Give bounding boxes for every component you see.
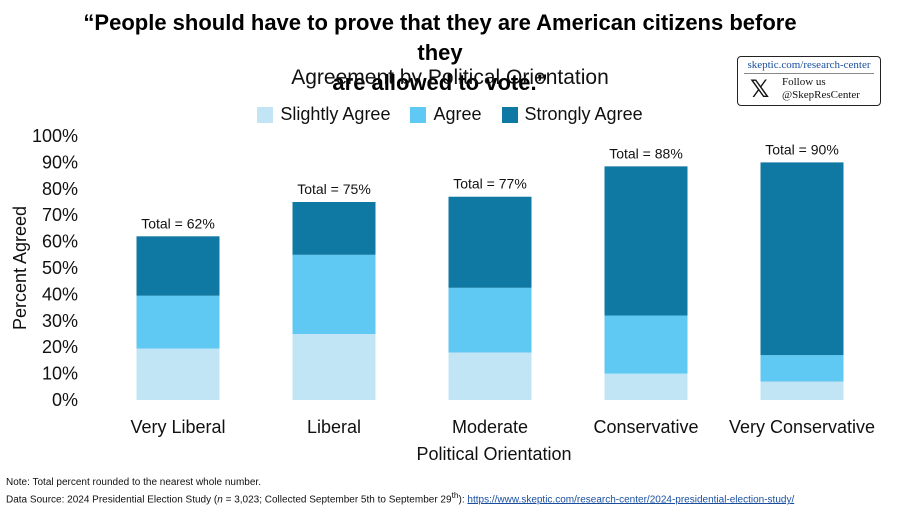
bar-segment-3-2 [604, 166, 688, 316]
x-tick-label-1: Liberal [307, 417, 361, 437]
x-logo-icon: 𝕏 [750, 75, 770, 103]
x-tick-label-2: Moderate [452, 417, 528, 437]
y-axis-label: Percent Agreed [10, 206, 30, 330]
x-axis: Very Liberal Liberal Moderate Conservative V… [130, 417, 875, 437]
badge-handle: @SkepResCenter [782, 89, 860, 101]
source-sup: th [451, 490, 459, 500]
legend-label-0: Slightly Agree [280, 104, 391, 124]
badge-follow-label: Follow us [782, 76, 826, 88]
bar-segment-3-0 [604, 373, 688, 400]
bar-segment-4-2 [760, 162, 844, 356]
sample-size-label: n [217, 494, 223, 506]
x-tick-label-0: Very Liberal [130, 417, 225, 437]
total-label-1: Total = 75% [297, 181, 371, 197]
legend-label-2: Strongly Agree [524, 104, 643, 124]
footer: Note: Total percent rounded to the neare… [6, 476, 794, 506]
total-label-2: Total = 77% [453, 176, 527, 192]
y-tick-label: 40% [42, 284, 78, 304]
y-tick-label: 70% [42, 205, 78, 225]
y-tick-label: 0% [52, 390, 78, 410]
social-badge[interactable]: skeptic.com/research-center 𝕏 Follow us … [737, 56, 881, 106]
chart-subtitle: Agreement by Political Orientation [291, 66, 609, 89]
x-axis-label: Political Orientation [416, 444, 571, 464]
legend: Slightly Agree Agree Strongly Agree [0, 104, 900, 125]
legend-item-0: Slightly Agree [257, 104, 390, 125]
bar-segment-1-0 [292, 334, 376, 400]
bar-segment-4-1 [760, 355, 844, 382]
bars-group: Total = 62% Total = 75% Total = 77% Total =… [136, 141, 844, 400]
source-prefix: Data Source: 2024 Presidential Election … [6, 494, 218, 506]
y-tick-label: 100% [32, 126, 78, 146]
y-tick-label: 60% [42, 232, 78, 252]
bar-segment-2-2 [448, 196, 532, 288]
bar-segment-4-0 [760, 381, 844, 400]
legend-item-2: Strongly Agree [501, 104, 643, 125]
title-line-1: “People should have to prove that they a… [83, 10, 797, 65]
chart-title: “People should have to prove that they a… [60, 8, 820, 98]
footer-note: Note: Total percent rounded to the neare… [6, 477, 261, 488]
total-label-0: Total = 62% [141, 215, 215, 231]
y-tick-label: 30% [42, 311, 78, 331]
bar-segment-1-2 [292, 202, 376, 255]
y-axis: 0% 10% 20% 30% 40% 50% 60% 70% 80% 90% 100% [32, 126, 78, 410]
source-mid: = 3,023; Collected September 5th to Sept… [222, 494, 452, 506]
badge-url[interactable]: skeptic.com/research-center [747, 59, 871, 71]
legend-swatch-1 [410, 106, 427, 123]
legend-label-1: Agree [433, 104, 482, 124]
bar-segment-2-1 [448, 287, 532, 353]
bar-segment-1-1 [292, 254, 376, 334]
legend-item-1: Agree [410, 104, 482, 125]
title-line-2: are allowed to vote.” [332, 70, 548, 95]
stacked-bar-chart: 0% 10% 20% 30% 40% 50% 60% 70% 80% 90% 100% Total … [10, 126, 875, 464]
bar-segment-0-2 [136, 236, 220, 296]
bar-segment-3-1 [604, 315, 688, 374]
footer-source: Data Source: 2024 Presidential Election … [6, 489, 794, 506]
x-tick-label-3: Conservative [593, 417, 698, 437]
legend-swatch-2 [501, 106, 518, 123]
y-tick-label: 50% [42, 258, 78, 278]
y-tick-label: 90% [42, 152, 78, 172]
bar-segment-0-0 [136, 348, 220, 400]
total-label-4: Total = 90% [765, 141, 839, 157]
legend-swatch-0 [257, 106, 274, 123]
badge-follow-text: Follow us @SkepResCenter [782, 76, 860, 102]
x-tick-label-4: Very Conservative [729, 417, 875, 437]
y-tick-label: 20% [42, 337, 78, 357]
bar-segment-0-1 [136, 295, 220, 349]
source-link[interactable]: https://www.skeptic.com/research-center/… [467, 494, 795, 506]
y-tick-label: 80% [42, 179, 78, 199]
bar-segment-2-0 [448, 352, 532, 400]
source-suffix: ): [458, 494, 468, 506]
badge-divider [744, 73, 874, 74]
y-tick-label: 10% [42, 364, 78, 384]
total-label-3: Total = 88% [609, 145, 683, 161]
